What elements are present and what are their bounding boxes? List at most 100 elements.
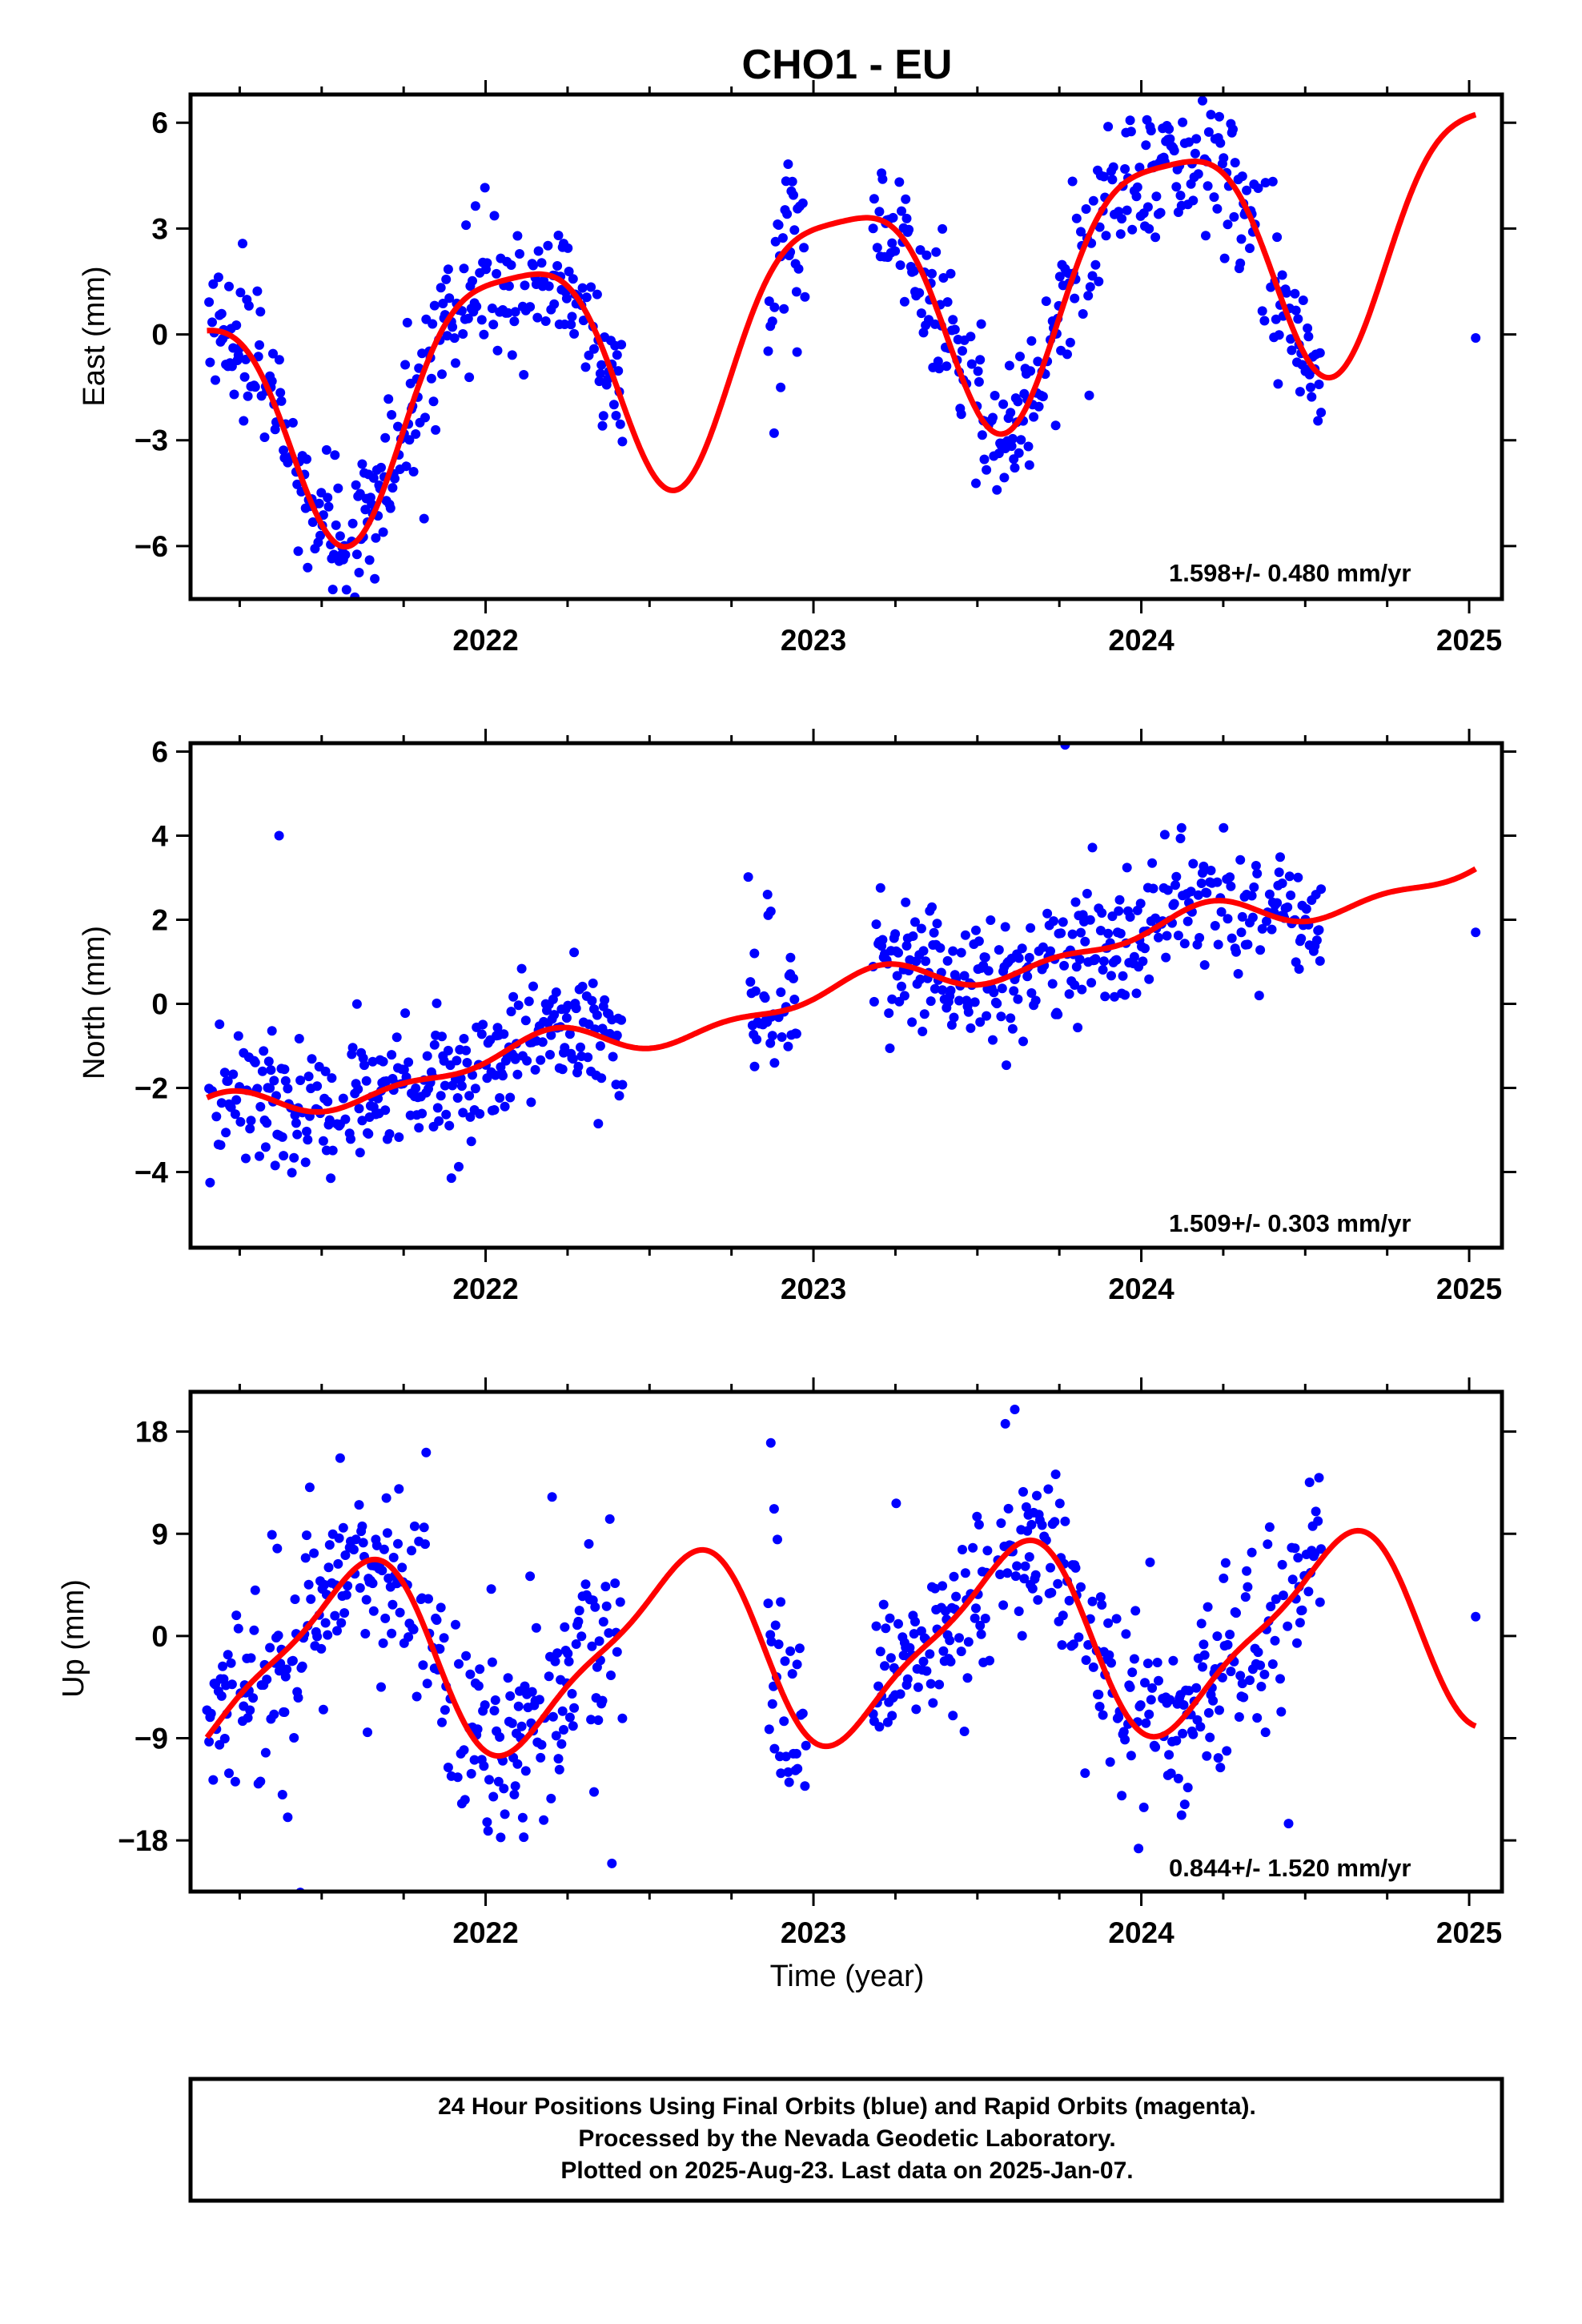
east-point — [1315, 348, 1325, 358]
north-point — [1000, 922, 1010, 932]
up-point — [1173, 1773, 1183, 1783]
up-point — [1083, 1640, 1094, 1650]
east-point — [509, 316, 520, 327]
east-point — [1085, 282, 1095, 292]
up-point — [459, 1745, 469, 1755]
north-point — [916, 923, 926, 934]
north-point — [280, 1076, 291, 1086]
east-point — [916, 308, 926, 319]
north-point — [274, 830, 284, 841]
up-point — [309, 1548, 319, 1558]
up-point — [1182, 1783, 1193, 1793]
north-point — [436, 1091, 446, 1101]
up-point — [479, 1761, 489, 1771]
north-point — [312, 1081, 323, 1092]
up-point — [520, 1681, 530, 1691]
north-point — [1002, 1060, 1011, 1071]
north-point — [1199, 960, 1210, 970]
up-point — [1058, 1610, 1068, 1621]
north-point — [283, 1084, 293, 1094]
up-point — [323, 1562, 334, 1573]
up-point — [1060, 1516, 1070, 1526]
up-point — [227, 1679, 237, 1690]
east-point — [1014, 448, 1024, 458]
up-point — [765, 1437, 776, 1448]
up-point — [773, 1534, 782, 1545]
east-point — [1287, 345, 1297, 356]
up-rate-label: 0.844+/- 1.520 mm/yr — [1169, 1854, 1411, 1882]
north-point — [921, 956, 931, 967]
north-point — [530, 1064, 540, 1075]
east-point — [329, 549, 339, 560]
east-point — [982, 464, 992, 475]
north-point — [454, 1161, 464, 1172]
up-point — [503, 1673, 513, 1683]
up-point — [875, 1647, 885, 1657]
east-point — [1191, 134, 1202, 144]
east-point — [779, 304, 789, 314]
north-point — [1076, 927, 1086, 938]
east-point — [292, 479, 303, 489]
up-point — [440, 1705, 450, 1715]
east-point — [792, 347, 802, 357]
east-point — [549, 299, 560, 309]
east-point — [401, 461, 412, 472]
up-point — [260, 1747, 271, 1758]
north-point — [1059, 960, 1070, 971]
up-point — [338, 1522, 348, 1533]
north-point — [1085, 915, 1095, 925]
up-point — [487, 1657, 497, 1667]
north-point — [614, 1091, 624, 1101]
north-point — [228, 1069, 239, 1080]
up-point — [1050, 1517, 1060, 1527]
up-point — [397, 1562, 408, 1573]
east-point — [874, 207, 885, 217]
north-point — [986, 915, 996, 925]
up-point — [949, 1571, 959, 1582]
east-point — [1127, 224, 1138, 235]
east-point — [204, 297, 215, 308]
north-point — [1049, 916, 1058, 927]
up-point — [436, 1602, 446, 1613]
up-point — [573, 1616, 584, 1626]
east-point — [1171, 182, 1182, 192]
east-point — [769, 428, 779, 438]
up-point — [1018, 1486, 1028, 1497]
up-point — [764, 1724, 774, 1735]
up-point — [926, 1679, 936, 1689]
north-point — [219, 1068, 230, 1078]
up-point — [316, 1643, 327, 1654]
east-point — [921, 250, 932, 260]
east-point — [914, 287, 925, 298]
east-point — [1065, 337, 1075, 348]
north-y-axis-label: North (mm) — [78, 926, 111, 1080]
up-point — [781, 1751, 791, 1762]
east-point — [918, 328, 929, 338]
north-point — [1213, 939, 1223, 950]
up-point — [1212, 1631, 1223, 1642]
up-point — [472, 1724, 483, 1735]
up-point — [348, 1545, 359, 1554]
north-point — [1135, 899, 1146, 909]
up-point — [598, 1617, 608, 1627]
east-point — [1090, 259, 1101, 270]
east-point — [238, 239, 247, 249]
east-point — [1313, 416, 1323, 426]
north-point — [384, 1129, 395, 1139]
up-point — [1010, 1405, 1020, 1414]
north-point — [338, 1093, 348, 1104]
north-point — [1314, 925, 1324, 935]
north-point — [907, 1017, 917, 1027]
east-point — [479, 329, 489, 340]
east-point — [611, 411, 621, 420]
north-point — [235, 1116, 246, 1127]
up-point — [1199, 1639, 1209, 1650]
up-point — [1020, 1561, 1030, 1571]
east-point — [1088, 195, 1098, 206]
east-point — [998, 399, 1009, 409]
up-point — [230, 1776, 240, 1787]
north-point — [510, 1054, 520, 1064]
up-point — [216, 1691, 227, 1701]
up-point — [617, 1713, 628, 1723]
north-point — [307, 1054, 317, 1064]
